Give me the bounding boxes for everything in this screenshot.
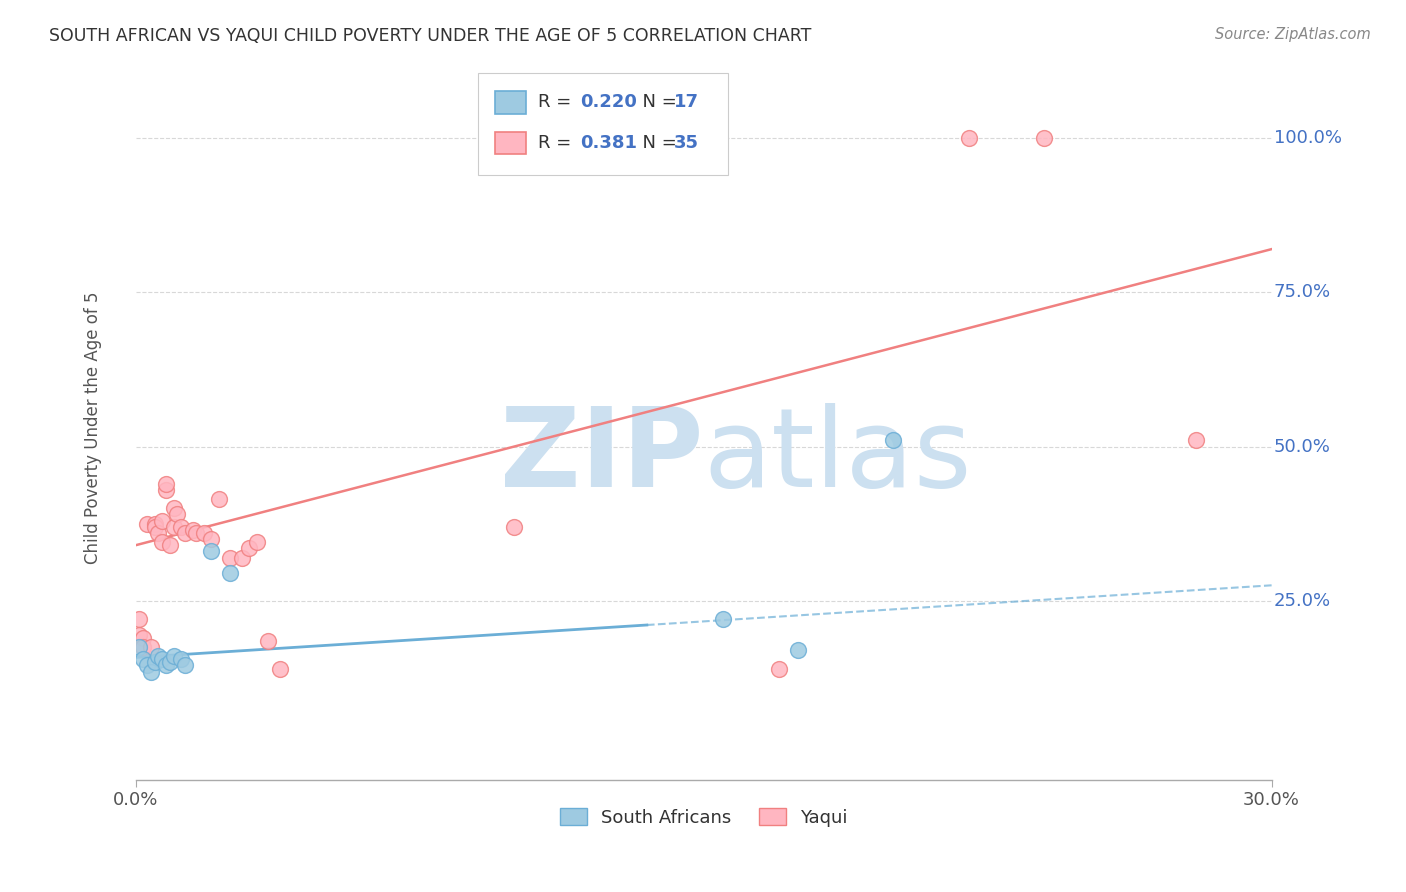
Text: R =: R = bbox=[538, 94, 576, 112]
Text: 100.0%: 100.0% bbox=[1274, 129, 1341, 147]
Text: Child Poverty Under the Age of 5: Child Poverty Under the Age of 5 bbox=[83, 292, 101, 565]
Point bbox=[143, 519, 166, 533]
Point bbox=[159, 656, 181, 670]
Point bbox=[159, 538, 181, 552]
Text: Source: ZipAtlas.com: Source: ZipAtlas.com bbox=[1215, 27, 1371, 42]
Point bbox=[155, 658, 177, 673]
Text: N =: N = bbox=[631, 134, 682, 153]
FancyBboxPatch shape bbox=[478, 73, 727, 175]
Point bbox=[155, 476, 177, 491]
Point bbox=[128, 640, 150, 654]
Point bbox=[128, 612, 150, 626]
Text: N =: N = bbox=[631, 94, 682, 112]
Point bbox=[150, 535, 173, 549]
Point bbox=[193, 525, 215, 540]
Point bbox=[128, 627, 150, 641]
Point bbox=[219, 550, 242, 565]
Point bbox=[787, 643, 810, 657]
Legend: South Africans, Yaqui: South Africans, Yaqui bbox=[553, 801, 855, 834]
Point bbox=[174, 525, 197, 540]
Point bbox=[132, 640, 155, 654]
Point bbox=[181, 523, 204, 537]
Point bbox=[882, 434, 904, 448]
Point bbox=[246, 535, 269, 549]
Point bbox=[150, 652, 173, 666]
Text: SOUTH AFRICAN VS YAQUI CHILD POVERTY UNDER THE AGE OF 5 CORRELATION CHART: SOUTH AFRICAN VS YAQUI CHILD POVERTY UND… bbox=[49, 27, 811, 45]
Point bbox=[132, 652, 155, 666]
Point bbox=[150, 514, 173, 528]
Point bbox=[155, 483, 177, 497]
Point bbox=[143, 516, 166, 531]
Point bbox=[132, 631, 155, 645]
Text: 0.381: 0.381 bbox=[579, 134, 637, 153]
Point bbox=[170, 519, 193, 533]
Point bbox=[200, 532, 222, 546]
Point bbox=[139, 640, 162, 654]
Point bbox=[136, 658, 159, 673]
Point bbox=[139, 665, 162, 679]
Text: 50.0%: 50.0% bbox=[1274, 437, 1330, 456]
Text: R =: R = bbox=[538, 134, 576, 153]
Point bbox=[200, 544, 222, 558]
Point bbox=[269, 662, 291, 676]
Bar bbox=[495, 91, 526, 113]
Point bbox=[148, 525, 170, 540]
Point bbox=[162, 519, 184, 533]
Point bbox=[170, 652, 193, 666]
Text: 25.0%: 25.0% bbox=[1274, 591, 1331, 610]
Point bbox=[257, 633, 280, 648]
Point bbox=[174, 658, 197, 673]
Text: 35: 35 bbox=[673, 134, 699, 153]
Point bbox=[1185, 434, 1208, 448]
Point bbox=[136, 516, 159, 531]
Point bbox=[162, 649, 184, 664]
Point bbox=[957, 131, 980, 145]
Point bbox=[231, 550, 253, 565]
Point bbox=[208, 491, 231, 506]
Text: 0.220: 0.220 bbox=[579, 94, 637, 112]
Point bbox=[186, 525, 208, 540]
Point bbox=[148, 649, 170, 664]
Point bbox=[711, 612, 734, 626]
Point bbox=[768, 662, 790, 676]
Point bbox=[503, 519, 526, 533]
Point bbox=[143, 656, 166, 670]
Text: 75.0%: 75.0% bbox=[1274, 284, 1331, 301]
Point bbox=[238, 541, 260, 556]
Bar bbox=[495, 132, 526, 154]
Point bbox=[162, 501, 184, 516]
Point bbox=[1033, 131, 1056, 145]
Text: atlas: atlas bbox=[703, 402, 972, 509]
Text: ZIP: ZIP bbox=[501, 402, 703, 509]
Text: 17: 17 bbox=[673, 94, 699, 112]
Point bbox=[166, 508, 188, 522]
Point bbox=[219, 566, 242, 580]
